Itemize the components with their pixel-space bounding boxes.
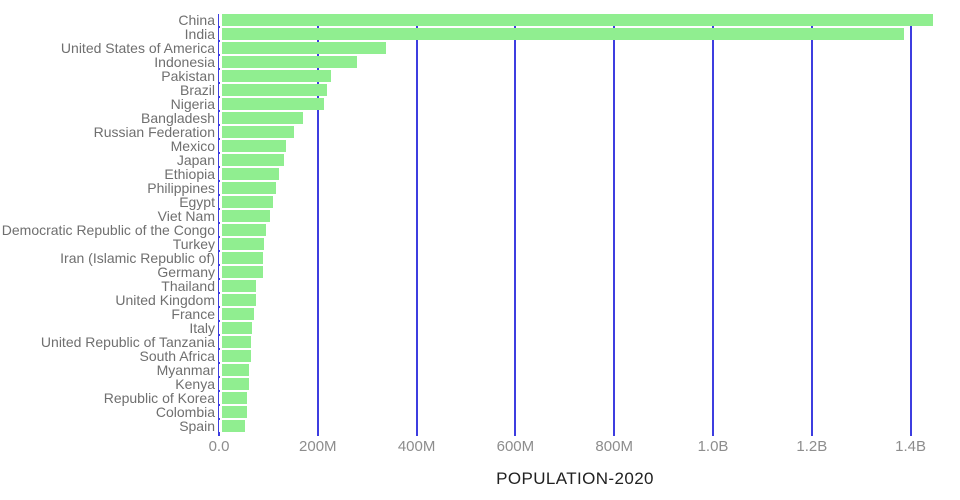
bar-viet-nam[interactable] <box>219 210 271 222</box>
bar-nigeria[interactable] <box>219 98 324 110</box>
bar-iran-islamic-republic-of-[interactable] <box>219 252 264 264</box>
category-label: Italy <box>189 320 215 336</box>
x-tick-label: 1.2B <box>796 438 828 455</box>
bar-germany[interactable] <box>219 266 264 278</box>
category-label: Japan <box>176 152 215 168</box>
category-label: Iran (Islamic Republic of) <box>60 250 215 266</box>
bar-china[interactable] <box>219 14 933 26</box>
bar-spain[interactable] <box>219 420 246 432</box>
plot-area <box>218 14 960 436</box>
category-label: Spain <box>179 418 215 434</box>
x-tick-label: 0.0 <box>208 438 230 455</box>
bar-indonesia[interactable] <box>219 56 358 68</box>
bar-kenya[interactable] <box>219 378 249 390</box>
category-label: Brazil <box>179 82 215 98</box>
category-label: China <box>178 12 215 28</box>
bar-india[interactable] <box>219 28 904 40</box>
category-label: India <box>184 26 215 42</box>
gridline-400M <box>415 14 418 436</box>
category-label: Thailand <box>161 278 215 294</box>
bar-thailand[interactable] <box>219 280 257 292</box>
x-tick-label: 1.4B <box>895 438 927 455</box>
bar-united-republic-of-tanzania[interactable] <box>219 336 252 348</box>
category-label: Egypt <box>179 194 215 210</box>
bar-republic-of-korea[interactable] <box>219 392 248 404</box>
category-label: Indonesia <box>154 54 215 70</box>
bar-italy[interactable] <box>219 322 252 334</box>
category-label: Ethiopia <box>164 166 215 182</box>
gridline-600M <box>514 14 517 436</box>
category-label: Mexico <box>170 138 215 154</box>
category-label: Philippines <box>147 180 215 196</box>
bar-colombia[interactable] <box>219 406 248 418</box>
x-tick-label: 800M <box>595 438 633 455</box>
x-tick-label: 400M <box>397 438 436 455</box>
category-label: Republic of Korea <box>103 390 215 406</box>
bar-ethiopia[interactable] <box>219 168 279 180</box>
category-label: Nigeria <box>170 96 215 112</box>
category-label: Myanmar <box>156 362 215 378</box>
category-label: United Republic of Tanzania <box>40 334 215 350</box>
bar-bangladesh[interactable] <box>219 112 304 124</box>
bar-myanmar[interactable] <box>219 364 249 376</box>
gridline-1.2B <box>810 14 813 436</box>
category-label: France <box>171 306 215 322</box>
bar-brazil[interactable] <box>219 84 328 96</box>
bar-france[interactable] <box>219 308 255 320</box>
bar-democratic-republic-of-the-congo[interactable] <box>219 224 267 236</box>
category-label: Bangladesh <box>141 110 215 126</box>
category-label: South Africa <box>139 348 216 364</box>
category-label: Turkey <box>172 236 215 252</box>
gridline-1.4B <box>909 14 912 436</box>
bar-japan[interactable] <box>219 154 285 166</box>
bar-pakistan[interactable] <box>219 70 332 82</box>
category-label: Pakistan <box>161 68 215 84</box>
x-tick-label: 600M <box>496 438 535 455</box>
category-label: Viet Nam <box>157 208 215 224</box>
bar-united-kingdom[interactable] <box>219 294 256 306</box>
x-tick-label: 200M <box>299 438 337 455</box>
bar-turkey[interactable] <box>219 238 264 250</box>
bar-egypt[interactable] <box>219 196 273 208</box>
category-label: United Kingdom <box>115 292 215 308</box>
bar-russian-federation[interactable] <box>219 126 295 138</box>
category-label: Colombia <box>155 404 215 420</box>
gridline-800M <box>613 14 616 436</box>
bar-philippines[interactable] <box>219 182 277 194</box>
bar-south-africa[interactable] <box>219 350 252 362</box>
gridline-200M <box>316 14 319 436</box>
category-label: Russian Federation <box>93 124 215 140</box>
bar-mexico[interactable] <box>219 140 286 152</box>
x-tick-label: 1.0B <box>697 438 729 455</box>
category-label: Germany <box>157 264 215 280</box>
gridline-1.0B <box>712 14 714 436</box>
category-label: Democratic Republic of the Congo <box>1 222 215 238</box>
category-label: United States of America <box>60 40 215 56</box>
category-label: Kenya <box>175 376 215 392</box>
x-axis-title: POPULATION-2020 <box>496 469 654 488</box>
bar-united-states-of-america[interactable] <box>219 42 386 54</box>
